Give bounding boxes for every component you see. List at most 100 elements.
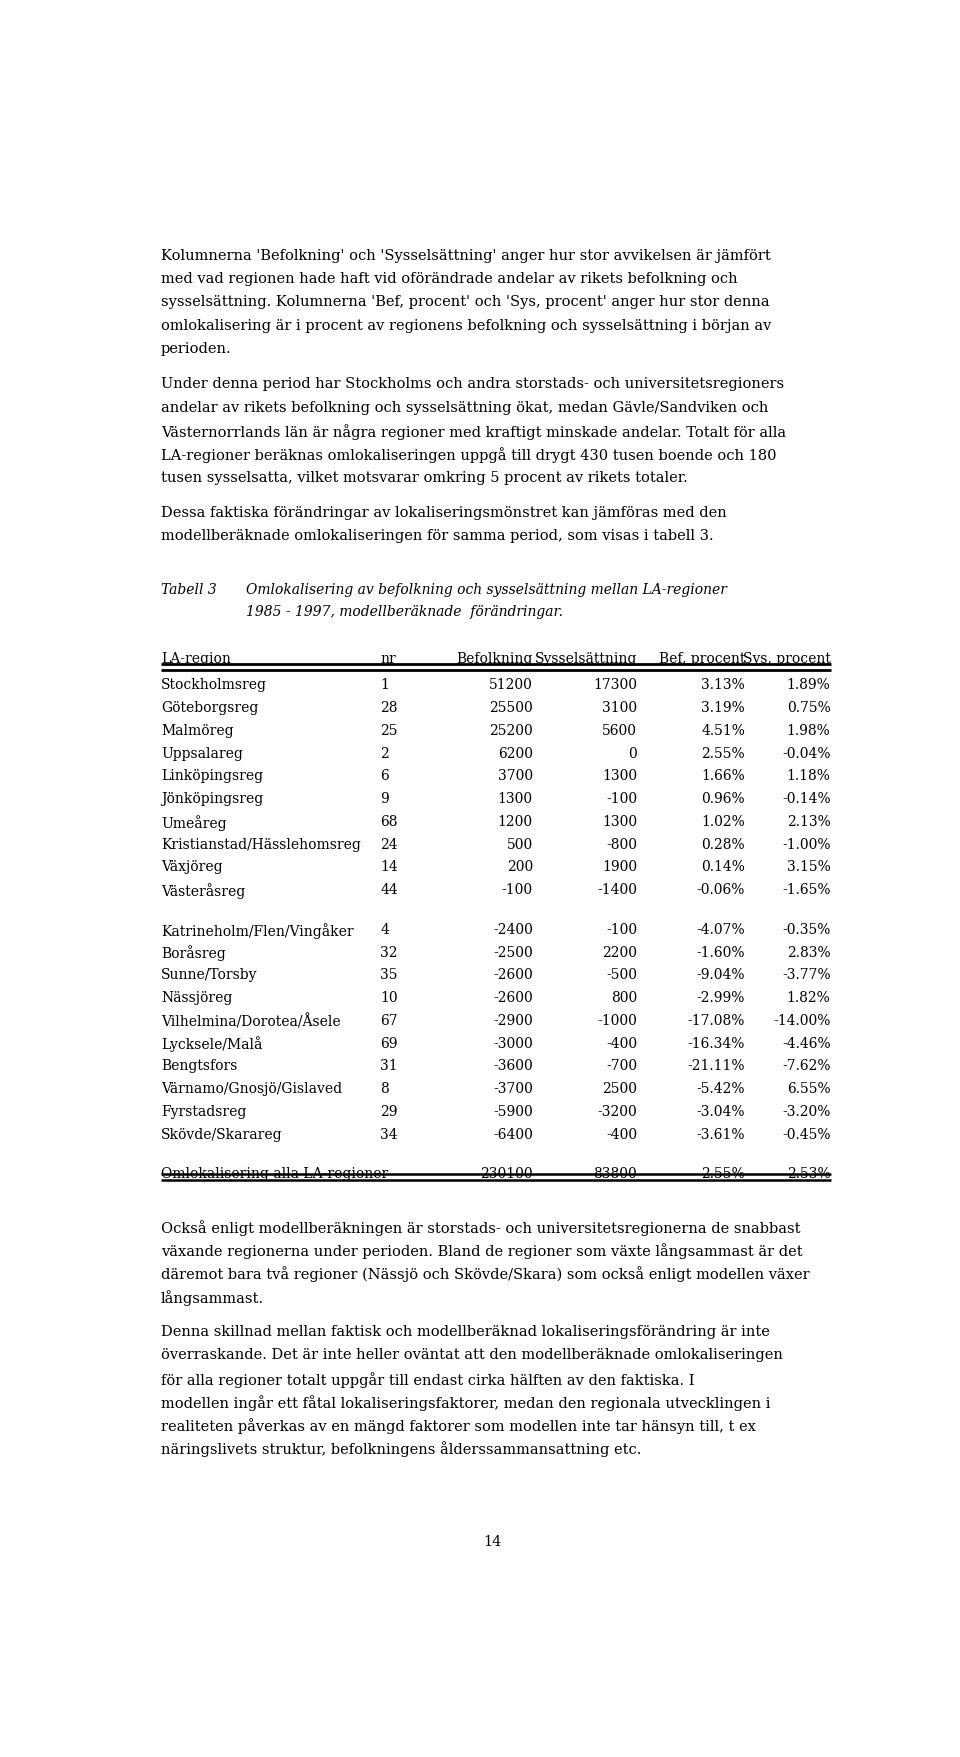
Text: Befolkning: Befolkning xyxy=(457,652,533,666)
Text: 1.02%: 1.02% xyxy=(701,813,745,828)
Text: andelar av rikets befolkning och sysselsättning ökat, medan Gävle/Sandviken och: andelar av rikets befolkning och syssels… xyxy=(161,401,768,415)
Text: 2.13%: 2.13% xyxy=(787,813,830,828)
Text: Värnamo/Gnosjö/Gislaved: Värnamo/Gnosjö/Gislaved xyxy=(161,1081,342,1095)
Text: 31: 31 xyxy=(380,1059,398,1074)
Text: -2600: -2600 xyxy=(493,968,533,982)
Text: 51200: 51200 xyxy=(489,678,533,692)
Text: 25500: 25500 xyxy=(490,701,533,715)
Text: -21.11%: -21.11% xyxy=(687,1059,745,1074)
Text: sysselsättning. Kolumnerna 'Bef, procent' och 'Sys, procent' anger hur stor denn: sysselsättning. Kolumnerna 'Bef, procent… xyxy=(161,295,770,309)
Text: Bef, procent: Bef, procent xyxy=(659,652,745,666)
Text: Bengtsfors: Bengtsfors xyxy=(161,1059,237,1074)
Text: nr: nr xyxy=(380,652,396,666)
Text: Omlokalisering av befolkning och sysselsättning mellan LA-regioner: Omlokalisering av befolkning och syssels… xyxy=(247,583,728,597)
Text: Stockholmsreg: Stockholmsreg xyxy=(161,678,267,692)
Text: -1400: -1400 xyxy=(597,882,637,896)
Text: Boråsreg: Boråsreg xyxy=(161,945,226,961)
Text: -0.06%: -0.06% xyxy=(697,882,745,896)
Text: 34: 34 xyxy=(380,1126,398,1140)
Text: Sysselsättning: Sysselsättning xyxy=(535,652,637,666)
Text: 1.18%: 1.18% xyxy=(786,770,830,784)
Text: -2600: -2600 xyxy=(493,991,533,1005)
Text: 2500: 2500 xyxy=(602,1081,637,1095)
Text: 1: 1 xyxy=(380,678,389,692)
Text: -16.34%: -16.34% xyxy=(687,1037,745,1051)
Text: Skövde/Skarareg: Skövde/Skarareg xyxy=(161,1126,282,1140)
Text: -400: -400 xyxy=(606,1126,637,1140)
Text: 1.89%: 1.89% xyxy=(787,678,830,692)
Text: 0.14%: 0.14% xyxy=(701,859,745,873)
Text: Vilhelmina/Dorotea/Åsele: Vilhelmina/Dorotea/Åsele xyxy=(161,1014,341,1028)
Text: Tabell 3: Tabell 3 xyxy=(161,583,217,597)
Text: Kolumnerna 'Befolkning' och 'Sysselsättning' anger hur stor avvikelsen är jämför: Kolumnerna 'Befolkning' och 'Sysselsättn… xyxy=(161,249,771,264)
Text: realiteten påverkas av en mängd faktorer som modellen inte tar hänsyn till, t ex: realiteten påverkas av en mängd faktorer… xyxy=(161,1418,756,1434)
Text: -3.04%: -3.04% xyxy=(696,1103,745,1117)
Text: Nässjöreg: Nässjöreg xyxy=(161,991,232,1005)
Text: -700: -700 xyxy=(606,1059,637,1074)
Text: 17300: 17300 xyxy=(593,678,637,692)
Text: -17.08%: -17.08% xyxy=(687,1014,745,1028)
Text: -5.42%: -5.42% xyxy=(696,1081,745,1095)
Text: -3000: -3000 xyxy=(493,1037,533,1051)
Text: Sys, procent: Sys, procent xyxy=(743,652,830,666)
Text: 67: 67 xyxy=(380,1014,398,1028)
Text: -2500: -2500 xyxy=(493,945,533,959)
Text: Lycksele/Malå: Lycksele/Malå xyxy=(161,1037,262,1052)
Text: 5600: 5600 xyxy=(602,724,637,738)
Text: 25200: 25200 xyxy=(490,724,533,738)
Text: 6.55%: 6.55% xyxy=(787,1081,830,1095)
Text: -100: -100 xyxy=(502,882,533,896)
Text: 14: 14 xyxy=(483,1534,501,1548)
Text: -6400: -6400 xyxy=(493,1126,533,1140)
Text: 0.75%: 0.75% xyxy=(787,701,830,715)
Text: 10: 10 xyxy=(380,991,398,1005)
Text: -800: -800 xyxy=(606,836,637,850)
Text: 4: 4 xyxy=(380,922,389,936)
Text: Sunne/Torsby: Sunne/Torsby xyxy=(161,968,257,982)
Text: 4.51%: 4.51% xyxy=(701,724,745,738)
Text: 2.53%: 2.53% xyxy=(787,1167,830,1181)
Text: -100: -100 xyxy=(606,922,637,936)
Text: 800: 800 xyxy=(611,991,637,1005)
Text: -3.61%: -3.61% xyxy=(696,1126,745,1140)
Text: -400: -400 xyxy=(606,1037,637,1051)
Text: -3600: -3600 xyxy=(493,1059,533,1074)
Text: 83800: 83800 xyxy=(593,1167,637,1181)
Text: Malmöreg: Malmöreg xyxy=(161,724,233,738)
Text: 230100: 230100 xyxy=(480,1167,533,1181)
Text: Jönköpingsreg: Jönköpingsreg xyxy=(161,792,263,806)
Text: Omlokalisering alla LA-regioner: Omlokalisering alla LA-regioner xyxy=(161,1167,388,1181)
Text: 2: 2 xyxy=(380,747,389,761)
Text: Västernorrlands län är några regioner med kraftigt minskade andelar. Totalt för : Västernorrlands län är några regioner me… xyxy=(161,423,786,439)
Text: långsammast.: långsammast. xyxy=(161,1290,264,1305)
Text: Växjöreg: Växjöreg xyxy=(161,859,223,873)
Text: 9: 9 xyxy=(380,792,389,806)
Text: näringslivets struktur, befolkningens ålderssammansattning etc.: näringslivets struktur, befolkningens ål… xyxy=(161,1441,641,1457)
Text: 3700: 3700 xyxy=(498,770,533,784)
Text: 1300: 1300 xyxy=(498,792,533,806)
Text: -0.14%: -0.14% xyxy=(781,792,830,806)
Text: LA-regioner beräknas omlokaliseringen uppgå till drygt 430 tusen boende och 180: LA-regioner beräknas omlokaliseringen up… xyxy=(161,446,777,462)
Text: -5900: -5900 xyxy=(493,1103,533,1117)
Text: Under denna period har Stockholms och andra storstads- och universitetsregioners: Under denna period har Stockholms och an… xyxy=(161,378,784,392)
Text: växande regionerna under perioden. Bland de regioner som växte långsammast är de: växande regionerna under perioden. Bland… xyxy=(161,1242,803,1258)
Text: 44: 44 xyxy=(380,882,398,896)
Text: Umeåreg: Umeåreg xyxy=(161,813,227,831)
Text: överraskande. Det är inte heller oväntat att den modellberäknade omlokaliseringe: överraskande. Det är inte heller oväntat… xyxy=(161,1348,782,1362)
Text: 14: 14 xyxy=(380,859,398,873)
Text: Västeråsreg: Västeråsreg xyxy=(161,882,245,898)
Text: 3.19%: 3.19% xyxy=(701,701,745,715)
Text: 1.98%: 1.98% xyxy=(787,724,830,738)
Text: -0.45%: -0.45% xyxy=(782,1126,830,1140)
Text: -7.62%: -7.62% xyxy=(782,1059,830,1074)
Text: Kristianstad/Hässlehomsreg: Kristianstad/Hässlehomsreg xyxy=(161,836,361,850)
Text: 200: 200 xyxy=(507,859,533,873)
Text: 3.13%: 3.13% xyxy=(701,678,745,692)
Text: 1.82%: 1.82% xyxy=(787,991,830,1005)
Text: -1000: -1000 xyxy=(597,1014,637,1028)
Text: 35: 35 xyxy=(380,968,397,982)
Text: 2.55%: 2.55% xyxy=(702,1167,745,1181)
Text: Dessa faktiska förändringar av lokaliseringsmönstret kan jämföras med den: Dessa faktiska förändringar av lokaliser… xyxy=(161,506,727,520)
Text: 24: 24 xyxy=(380,836,398,850)
Text: Uppsalareg: Uppsalareg xyxy=(161,747,243,761)
